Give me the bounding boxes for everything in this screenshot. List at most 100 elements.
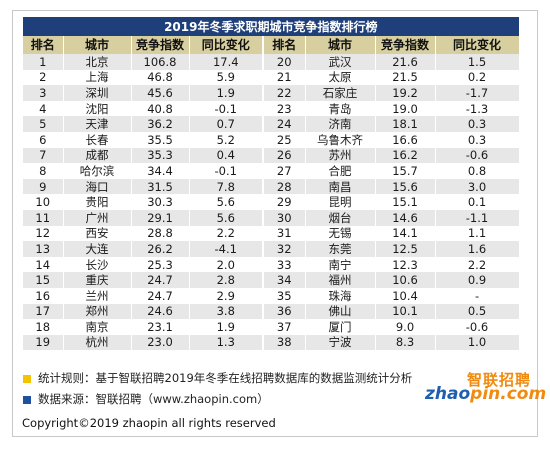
table-body: 1 北京 106.8 17.4 20 武汉 21.6 1.5 2 上海 46.8 5.9 21 太原 21.… — [23, 54, 520, 351]
city-cell: 宁波 — [305, 334, 376, 351]
city-cell: 大连 — [63, 241, 132, 257]
column-header: 竞争指数 — [131, 36, 190, 54]
rank-cell: 6 — [23, 131, 64, 148]
rank-cell: 36 — [263, 303, 306, 320]
index-cell: 16.6 — [375, 131, 436, 148]
table-title: 2019年冬季求职期城市竞争指数排行榜 — [23, 17, 520, 36]
rank-cell: 9 — [23, 178, 64, 195]
change-cell: 2.2 — [189, 225, 264, 242]
index-cell: 24.7 — [131, 272, 190, 288]
rank-cell: 15 — [23, 272, 64, 288]
rank-cell: 16 — [23, 287, 64, 304]
index-cell: 23.0 — [131, 334, 190, 351]
index-cell: 29.1 — [131, 209, 190, 226]
change-cell: 0.8 — [435, 163, 520, 179]
index-cell: 16.2 — [375, 147, 436, 164]
index-cell: 106.8 — [131, 54, 190, 70]
city-cell: 哈尔滨 — [63, 163, 132, 179]
city-cell: 东莞 — [305, 241, 376, 257]
table-row: 15 重庆 24.7 2.8 34 福州 10.6 0.9 — [23, 272, 520, 288]
index-cell: 10.6 — [375, 272, 436, 288]
change-cell: 0.2 — [435, 69, 520, 86]
change-cell: - — [435, 287, 520, 304]
ranking-card: 2019年冬季求职期城市竞争指数排行榜 排名 城市 竞争指数 同比变化 排名 城市 竞争指数… — [12, 10, 546, 437]
city-cell: 北京 — [63, 54, 132, 70]
index-cell: 19.2 — [375, 85, 436, 101]
rank-cell: 20 — [263, 54, 306, 70]
yellow-square-icon — [23, 374, 31, 383]
column-header: 同比变化 — [189, 36, 264, 54]
table-row: 10 贵阳 30.3 5.6 29 昆明 15.1 0.1 — [23, 194, 520, 210]
column-header: 同比变化 — [435, 36, 520, 54]
index-cell: 30.3 — [131, 194, 190, 210]
city-cell: 天津 — [63, 116, 132, 132]
column-header: 城市 — [63, 36, 132, 54]
change-cell: 0.3 — [435, 131, 520, 148]
change-cell: 1.3 — [189, 334, 264, 351]
index-cell: 8.3 — [375, 334, 436, 351]
index-cell: 45.6 — [131, 85, 190, 101]
change-cell: -0.1 — [189, 163, 264, 179]
table-row: 6 长春 35.5 5.2 25 乌鲁木齐 16.6 0.3 — [23, 131, 520, 148]
rank-cell: 10 — [23, 194, 64, 210]
index-cell: 25.3 — [131, 256, 190, 273]
index-cell: 15.6 — [375, 178, 436, 195]
city-cell: 昆明 — [305, 194, 376, 210]
change-cell: 0.7 — [189, 116, 264, 132]
index-cell: 14.6 — [375, 209, 436, 226]
rank-cell: 18 — [23, 319, 64, 335]
change-cell: 2.8 — [189, 272, 264, 288]
table-row: 8 哈尔滨 34.4 -0.1 27 合肥 15.7 0.8 — [23, 163, 520, 179]
rank-cell: 28 — [263, 178, 306, 195]
change-cell: 1.9 — [189, 319, 264, 335]
index-cell: 10.4 — [375, 287, 436, 304]
table-row: 17 郑州 24.6 3.8 36 佛山 10.1 0.5 — [23, 303, 520, 320]
rank-cell: 35 — [263, 287, 306, 304]
city-cell: 西安 — [63, 225, 132, 242]
rank-cell: 23 — [263, 100, 306, 117]
city-cell: 南京 — [63, 319, 132, 335]
rank-cell: 2 — [23, 69, 64, 86]
rank-cell: 3 — [23, 85, 64, 101]
column-header: 城市 — [305, 36, 376, 54]
rank-cell: 32 — [263, 241, 306, 257]
change-cell: 2.0 — [189, 256, 264, 273]
change-cell: -0.1 — [189, 100, 264, 117]
city-cell: 无锡 — [305, 225, 376, 242]
city-cell: 厦门 — [305, 319, 376, 335]
change-cell: 0.9 — [435, 272, 520, 288]
city-cell: 长沙 — [63, 256, 132, 273]
city-cell: 福州 — [305, 272, 376, 288]
index-cell: 34.4 — [131, 163, 190, 179]
city-cell: 贵阳 — [63, 194, 132, 210]
change-cell: 5.6 — [189, 209, 264, 226]
city-cell: 南昌 — [305, 178, 376, 195]
data-source-text: 数据来源：智联招聘（www.zhaopin.com） — [38, 392, 269, 406]
change-cell: 5.6 — [189, 194, 264, 210]
city-cell: 苏州 — [305, 147, 376, 164]
city-cell: 合肥 — [305, 163, 376, 179]
rank-cell: 4 — [23, 100, 64, 117]
city-cell: 沈阳 — [63, 100, 132, 117]
change-cell: 2.2 — [435, 256, 520, 273]
table-header-row: 排名 城市 竞争指数 同比变化 排名 城市 竞争指数 同比变化 — [23, 36, 520, 54]
column-header: 排名 — [23, 36, 64, 54]
change-cell: 5.9 — [189, 69, 264, 86]
index-cell: 35.5 — [131, 131, 190, 148]
rank-cell: 22 — [263, 85, 306, 101]
index-cell: 23.1 — [131, 319, 190, 335]
table-row: 2 上海 46.8 5.9 21 太原 21.5 0.2 — [23, 69, 520, 86]
index-cell: 35.3 — [131, 147, 190, 164]
index-cell: 18.1 — [375, 116, 436, 132]
table-row: 7 成都 35.3 0.4 26 苏州 16.2 -0.6 — [23, 147, 520, 164]
rank-cell: 31 — [263, 225, 306, 242]
city-cell: 兰州 — [63, 287, 132, 304]
change-cell: 1.6 — [435, 241, 520, 257]
statistics-rule-text: 统计规则：基于智联招聘2019年冬季在线招聘数据库的数据监测统计分析 — [38, 371, 413, 385]
index-cell: 9.0 — [375, 319, 436, 335]
rank-cell: 38 — [263, 334, 306, 351]
table-row: 3 深圳 45.6 1.9 22 石家庄 19.2 -1.7 — [23, 85, 520, 101]
table-row: 4 沈阳 40.8 -0.1 23 青岛 19.0 -1.3 — [23, 100, 520, 117]
index-cell: 12.5 — [375, 241, 436, 257]
data-source-note: 数据来源：智联招聘（www.zhaopin.com） — [23, 391, 269, 407]
